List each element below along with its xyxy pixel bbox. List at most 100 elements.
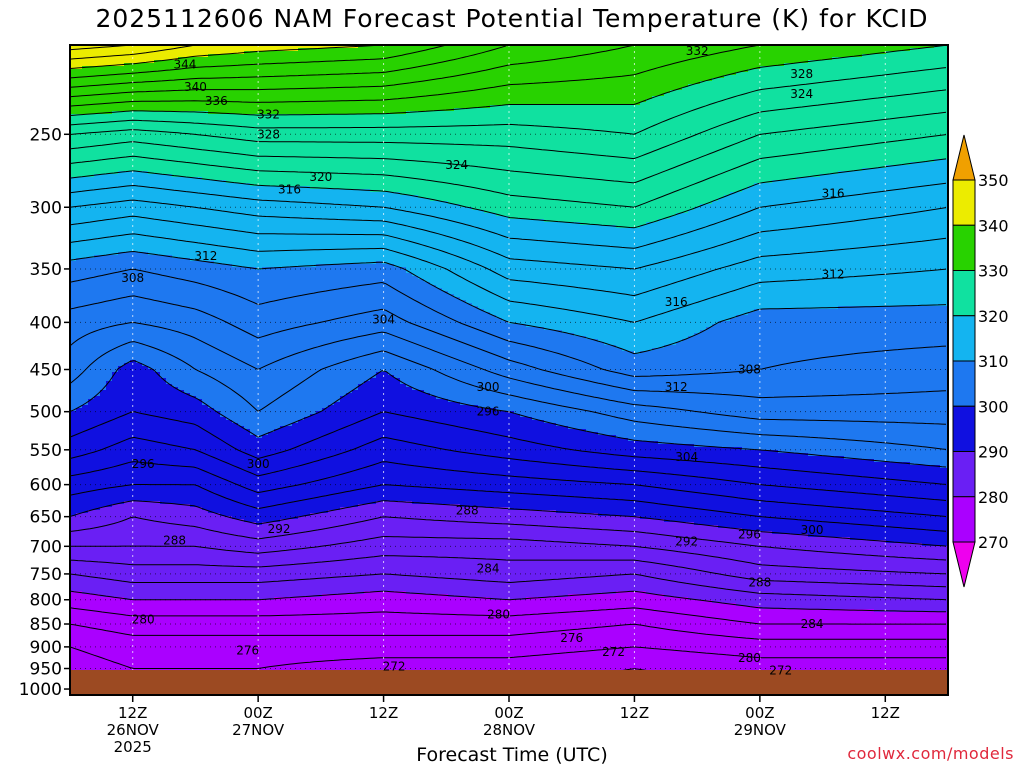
field-cell <box>82 537 89 541</box>
field-cell <box>76 267 83 271</box>
field-cell <box>76 273 83 277</box>
field-cell <box>88 339 95 343</box>
field-cell <box>94 372 101 376</box>
field-cell <box>76 660 83 664</box>
field-cell <box>88 126 95 130</box>
field-cell <box>88 582 95 586</box>
field-cell <box>112 387 119 391</box>
field-cell <box>112 360 119 364</box>
field-cell <box>106 117 113 121</box>
field-cell <box>106 114 113 118</box>
field-cell <box>88 177 95 181</box>
field-cell <box>76 459 83 463</box>
field-cell <box>100 396 107 400</box>
field-cell <box>112 174 119 178</box>
field-cell <box>76 594 83 598</box>
field-cell <box>94 138 101 142</box>
field-cell <box>76 645 83 649</box>
field-cell <box>100 540 107 544</box>
field-cell <box>76 666 83 670</box>
field-cell <box>82 657 89 661</box>
field-cell <box>82 195 89 199</box>
field-cell <box>112 378 119 382</box>
field-cell <box>88 300 95 304</box>
field-cell <box>76 537 83 541</box>
field-cell <box>94 297 101 301</box>
theta-field <box>70 45 953 697</box>
field-cell <box>94 606 101 610</box>
field-cell <box>88 258 95 262</box>
field-cell <box>88 432 95 436</box>
field-cell <box>100 438 107 442</box>
field-cell <box>88 90 95 94</box>
field-cell <box>88 375 95 379</box>
field-cell <box>94 549 101 553</box>
field-cell <box>106 516 113 520</box>
field-cell <box>106 231 113 235</box>
field-cell <box>100 567 107 571</box>
field-cell <box>88 195 95 199</box>
field-cell <box>106 438 113 442</box>
field-cell <box>76 597 83 601</box>
field-cell <box>82 600 89 604</box>
field-cell <box>82 249 89 253</box>
field-cell <box>112 402 119 406</box>
field-cell <box>100 435 107 439</box>
field-cell <box>88 534 95 538</box>
field-cell <box>76 129 83 133</box>
field-cell <box>106 621 113 625</box>
field-cell <box>88 483 95 487</box>
field-cell <box>94 492 101 496</box>
field-cell <box>88 231 95 235</box>
field-cell <box>94 438 101 442</box>
field-cell <box>82 153 89 157</box>
field-cell <box>100 462 107 466</box>
field-cell <box>94 261 101 265</box>
field-cell <box>88 285 95 289</box>
field-cell <box>82 363 89 367</box>
field-cell <box>106 339 113 343</box>
field-cell <box>88 315 95 319</box>
field-cell <box>94 339 101 343</box>
field-cell <box>112 219 119 223</box>
field-cell <box>82 228 89 232</box>
field-cell <box>94 48 101 52</box>
field-cell <box>100 105 107 109</box>
field-cell <box>106 147 113 151</box>
field-cell <box>100 633 107 637</box>
field-cell <box>94 465 101 469</box>
field-cell <box>76 585 83 589</box>
field-cell <box>94 216 101 220</box>
field-cell <box>88 642 95 646</box>
field-cell <box>94 318 101 322</box>
field-cell <box>82 531 89 535</box>
field-cell <box>82 534 89 538</box>
field-cell <box>100 654 107 658</box>
field-cell <box>94 312 101 316</box>
field-cell <box>94 207 101 211</box>
field-cell <box>88 357 95 361</box>
field-cell <box>88 240 95 244</box>
field-cell <box>112 243 119 247</box>
field-cell <box>94 210 101 214</box>
field-cell <box>94 270 101 274</box>
field-cell <box>106 210 113 214</box>
field-cell <box>82 420 89 424</box>
field-cell <box>94 228 101 232</box>
field-cell <box>76 186 83 190</box>
field-cell <box>100 378 107 382</box>
field-cell <box>106 207 113 211</box>
field-cell <box>106 423 113 427</box>
field-cell <box>106 318 113 322</box>
field-cell <box>106 150 113 154</box>
field-cell <box>106 429 113 433</box>
field-cell <box>106 279 113 283</box>
field-cell <box>88 156 95 160</box>
field-cell <box>76 381 83 385</box>
field-cell <box>106 174 113 178</box>
field-cell <box>100 381 107 385</box>
field-cell <box>88 105 95 109</box>
field-cell <box>112 165 119 169</box>
field-cell <box>82 345 89 349</box>
field-cell <box>76 627 83 631</box>
